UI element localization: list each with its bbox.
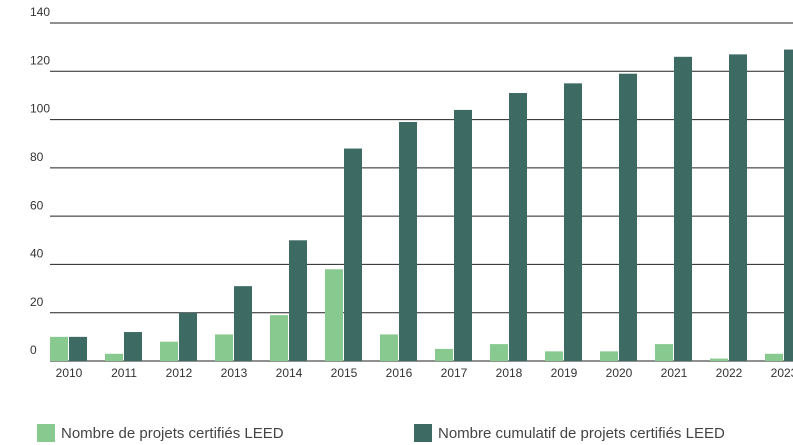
x-tick-label: 2023: [771, 366, 793, 380]
x-tick-label: 2020: [606, 366, 633, 380]
x-tick-label: 2021: [661, 366, 688, 380]
y-tick-label: 20: [30, 295, 44, 309]
bar: [490, 344, 508, 361]
y-tick-label: 140: [30, 5, 50, 19]
bar: [600, 351, 618, 361]
y-tick-label: 60: [30, 198, 44, 212]
bar: [344, 148, 362, 361]
bar: [215, 334, 233, 361]
bar: [234, 286, 252, 361]
bar: [380, 334, 398, 361]
y-tick-label: 0: [30, 343, 37, 357]
legend-swatch: [414, 424, 432, 442]
y-tick-label: 40: [30, 247, 44, 261]
legend-label: Nombre cumulatif de projets certifiés LE…: [438, 425, 725, 442]
bar: [160, 341, 178, 361]
bar: [454, 109, 472, 362]
y-tick-label: 100: [30, 102, 50, 116]
bar: [729, 54, 747, 362]
y-tick-label: 80: [30, 150, 44, 164]
bar: [124, 332, 142, 361]
x-tick-label: 2012: [166, 366, 193, 380]
x-tick-label: 2015: [331, 366, 358, 380]
x-tick-label: 2017: [441, 366, 468, 380]
bar: [509, 93, 527, 361]
bar: [619, 73, 637, 361]
bar: [50, 336, 68, 361]
x-tick-label: 2010: [56, 366, 83, 380]
bar: [784, 49, 793, 362]
x-tick-label: 2016: [386, 366, 413, 380]
x-tick-label: 2022: [716, 366, 743, 380]
bar: [105, 353, 123, 361]
bar: [655, 344, 673, 361]
x-tick-label: 2018: [496, 366, 523, 380]
bar: [325, 269, 343, 361]
bar: [289, 240, 307, 361]
bar: [674, 56, 692, 362]
x-tick-label: 2013: [221, 366, 248, 380]
bar: [399, 121, 417, 361]
bar: [545, 351, 563, 361]
legend-label: Nombre de projets certifiés LEED: [61, 425, 284, 442]
bar: [270, 315, 288, 361]
bar: [435, 348, 453, 361]
bar: [710, 358, 728, 361]
legend-swatch: [37, 424, 55, 442]
x-tick-label: 2011: [111, 366, 137, 380]
bar: [765, 353, 783, 361]
x-tick-label: 2014: [276, 366, 303, 380]
x-tick-label: 2019: [551, 366, 578, 380]
bar: [69, 336, 87, 361]
bar: [564, 83, 582, 361]
y-tick-label: 120: [30, 53, 50, 67]
bar: [179, 312, 197, 361]
